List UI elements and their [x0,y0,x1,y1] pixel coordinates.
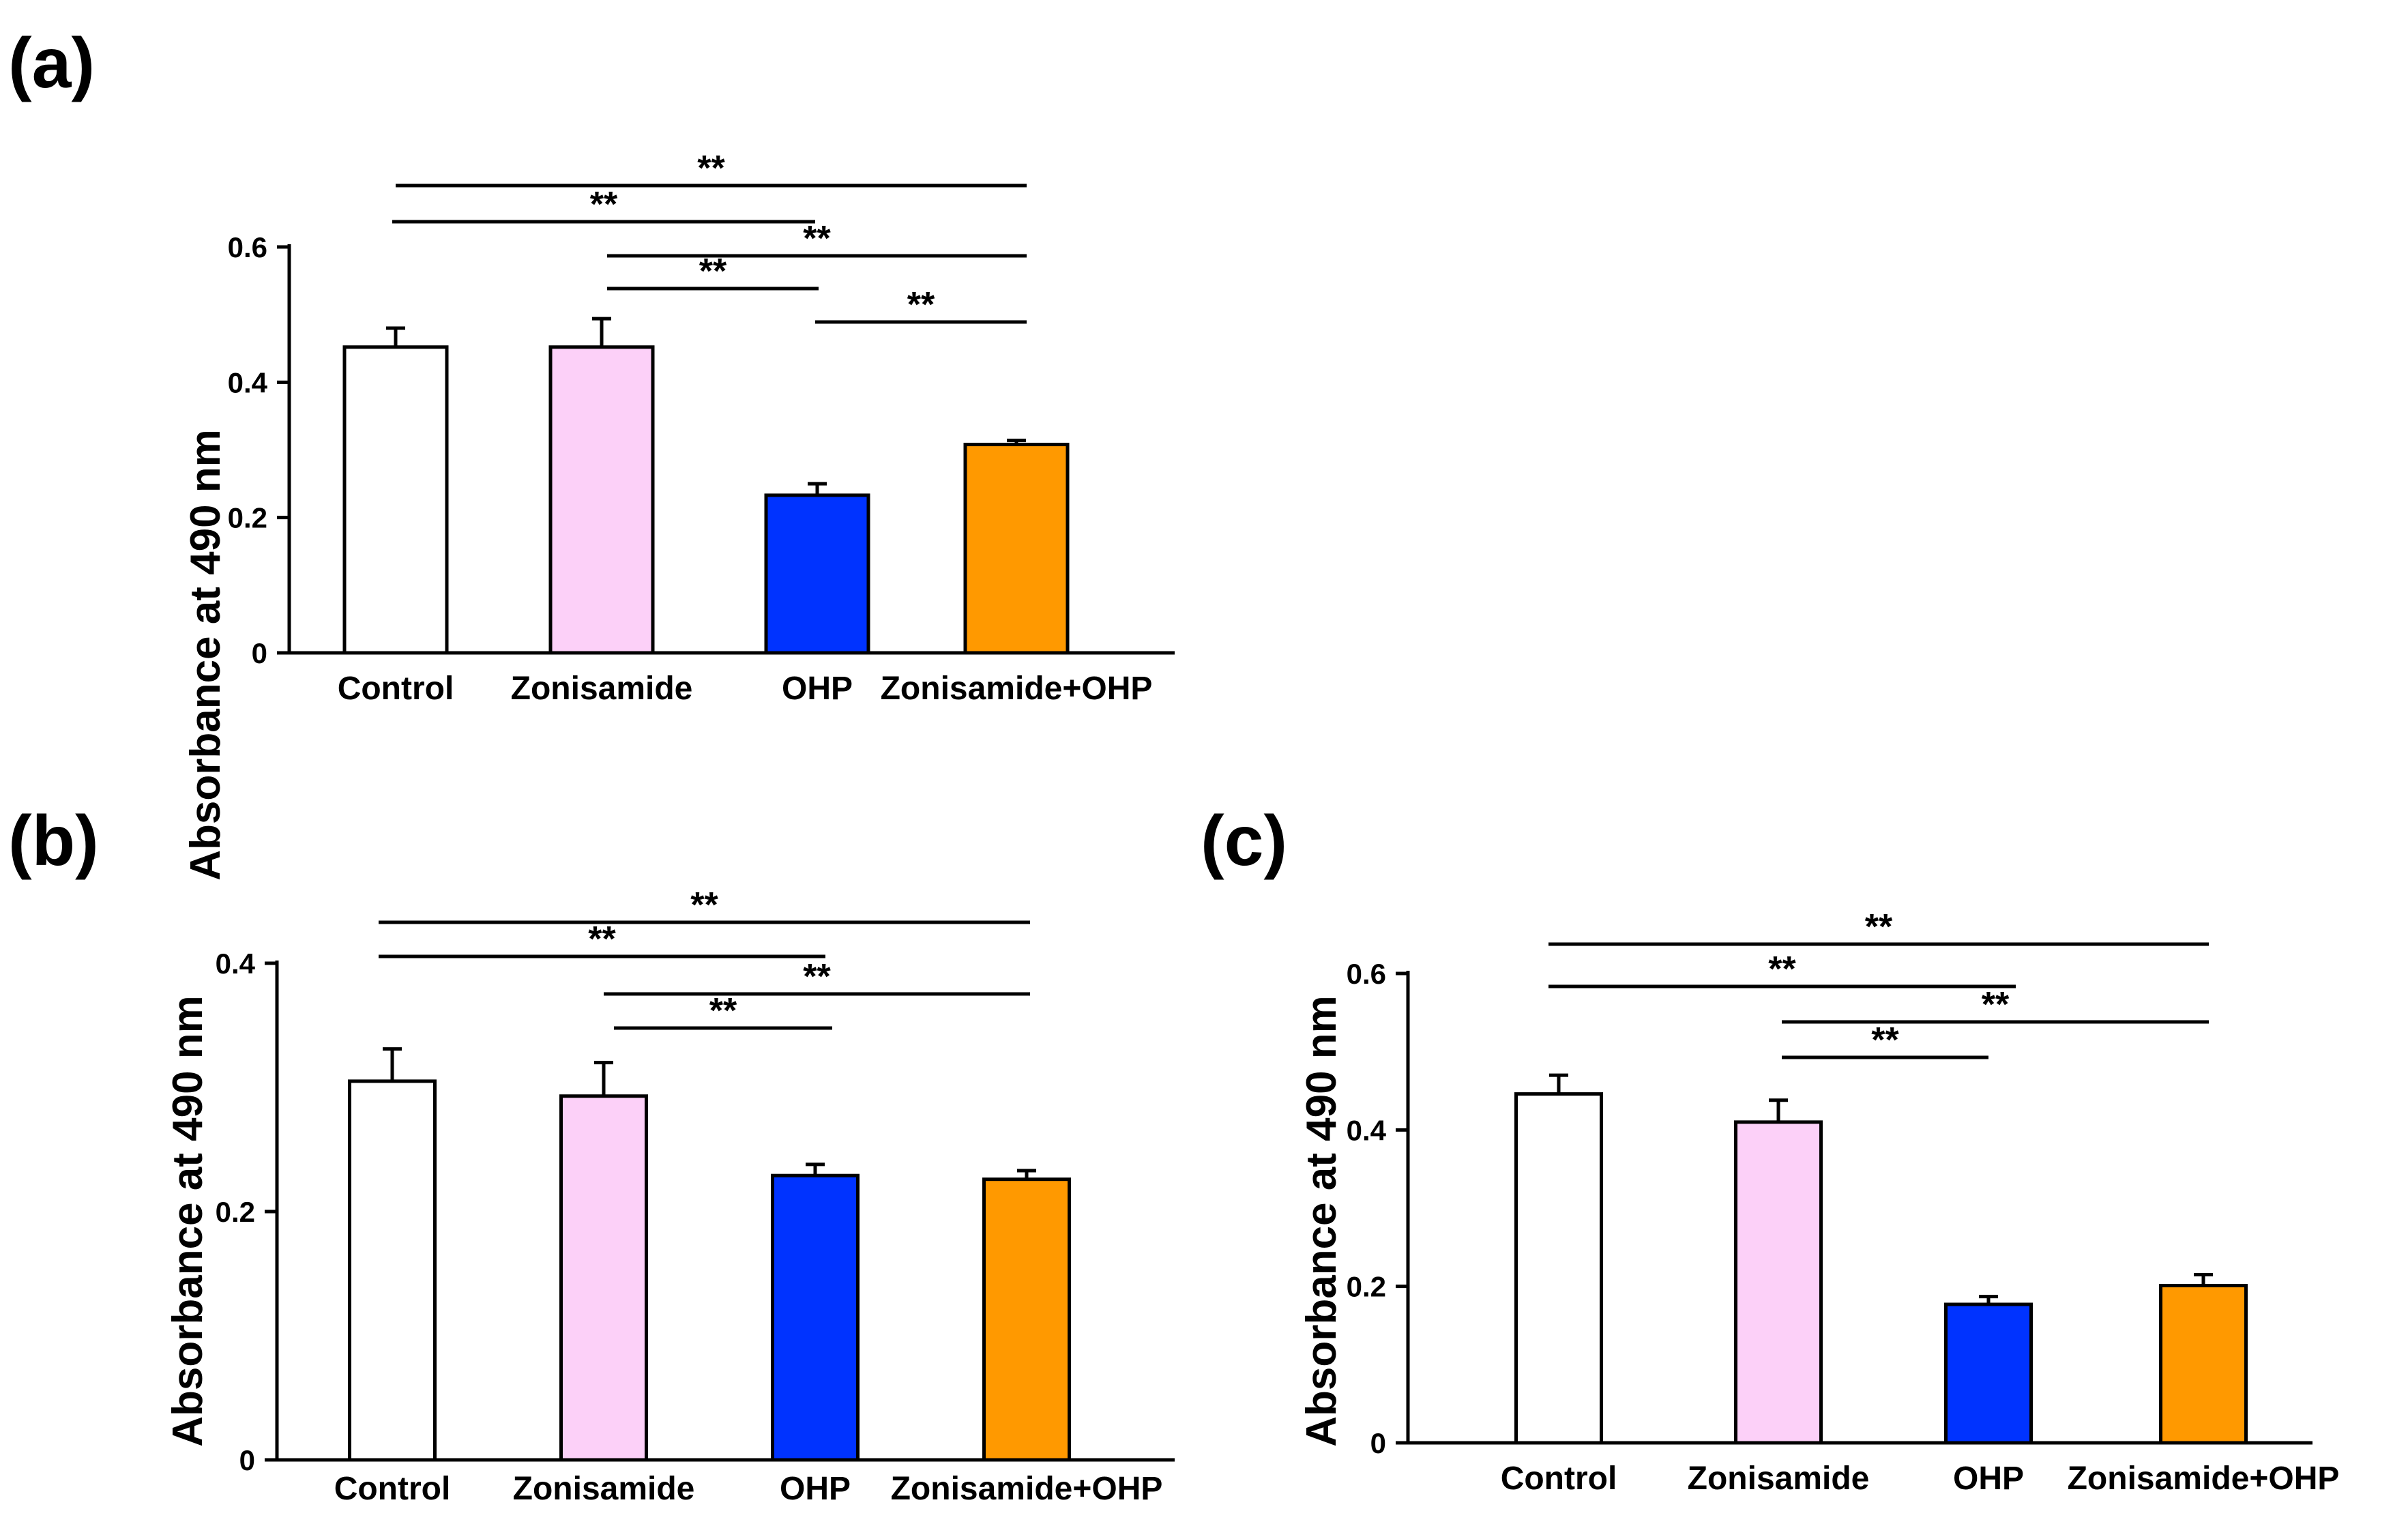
category-label-c-3: Zonisamide+OHP [2068,1461,2340,1497]
significance-label-c-1: ** [1768,950,1796,989]
significance-label-b-3: ** [709,991,737,1031]
bar-b-3 [982,1177,1071,1462]
bar-a-0 [342,345,449,655]
bar-c-1 [1734,1120,1823,1445]
y-axis-label-c: Absorbance at 490 nm [1298,995,1345,1447]
significance-label-a-2: ** [803,219,831,259]
y-tick-label-a: 0.4 [228,366,268,398]
bar-b-2 [771,1173,860,1462]
chart-panel-b: (b) Absorbance at 490 nm 0 0.2 0.4 Control Z… [8,802,1175,1507]
bar-a-2 [764,493,870,655]
plot-area-b: 0 0.2 0.4 Control Zonisamide OHP Zonisamide+OH… [216,885,1175,1507]
chart-panel-c: (c) Absorbance at 490 nm 0 0.2 0.4 0.6 Contr… [1201,802,2339,1497]
bar-c-2 [1944,1302,2033,1445]
category-label-b-1: Zonisamide [513,1471,695,1507]
y-tick-label-c: 0.4 [1347,1114,1387,1146]
y-tick-label-c: 0 [1370,1427,1386,1459]
chart-panel-a: (a) Absorbance at 490 nm 0 0.2 0.4 0.6 Contr… [8,24,1175,881]
y-tick-label-b: 0.4 [216,948,256,980]
category-label-c-0: Control [1501,1461,1617,1497]
significance-label-a-4: ** [907,285,935,325]
significance-label-c-0: ** [1865,907,1893,947]
bar-a-1 [548,345,655,655]
panel-label-b: (b) [8,802,99,881]
category-label-a-1: Zonisamide [511,671,693,707]
significance-label-c-3: ** [1871,1021,1899,1060]
significance-label-c-2: ** [1982,985,2010,1025]
y-tick-label-b: 0.2 [216,1196,255,1228]
category-label-b-2: OHP [780,1471,851,1507]
y-tick-label-a: 0 [252,637,267,669]
y-tick-label-a: 0.6 [228,231,267,263]
bar-c-0 [1514,1092,1603,1445]
bar-b-1 [559,1094,648,1462]
category-label-a-0: Control [338,671,454,707]
y-tick-label-a: 0.2 [228,502,267,534]
y-tick-label-c: 0.6 [1347,958,1386,990]
category-label-b-0: Control [334,1471,451,1507]
category-label-a-2: OHP [782,671,853,707]
y-tick-label-b: 0 [239,1444,255,1476]
plot-area-c: 0 0.2 0.4 0.6 Control Zonisamide OHP Zonisamide… [1347,907,2340,1497]
y-axis-label-b: Absorbance at 490 nm [164,995,211,1447]
plot-area-a: 0 0.2 0.4 0.6 Control Zonisamide OHP Zonisamide… [228,149,1175,707]
category-label-a-3: Zonisamide+OHP [881,671,1153,707]
category-label-b-3: Zonisamide+OHP [891,1471,1163,1507]
significance-label-a-3: ** [699,252,727,291]
panel-label-a: (a) [8,24,95,103]
significance-label-b-1: ** [588,920,616,959]
significance-label-a-1: ** [590,185,618,224]
bar-b-0 [348,1079,437,1462]
bar-c-3 [2159,1284,2248,1445]
panel-label-c: (c) [1201,802,1287,881]
significance-label-b-2: ** [803,957,831,997]
bar-a-3 [963,443,1070,655]
category-label-c-2: OHP [1953,1461,2024,1497]
y-axis-label-a: Absorbance at 490 nm [182,429,229,881]
y-tick-label-c: 0.2 [1347,1271,1386,1303]
significance-label-a-0: ** [697,149,725,188]
significance-label-b-0: ** [690,885,718,925]
category-label-c-1: Zonisamide [1688,1461,1870,1497]
